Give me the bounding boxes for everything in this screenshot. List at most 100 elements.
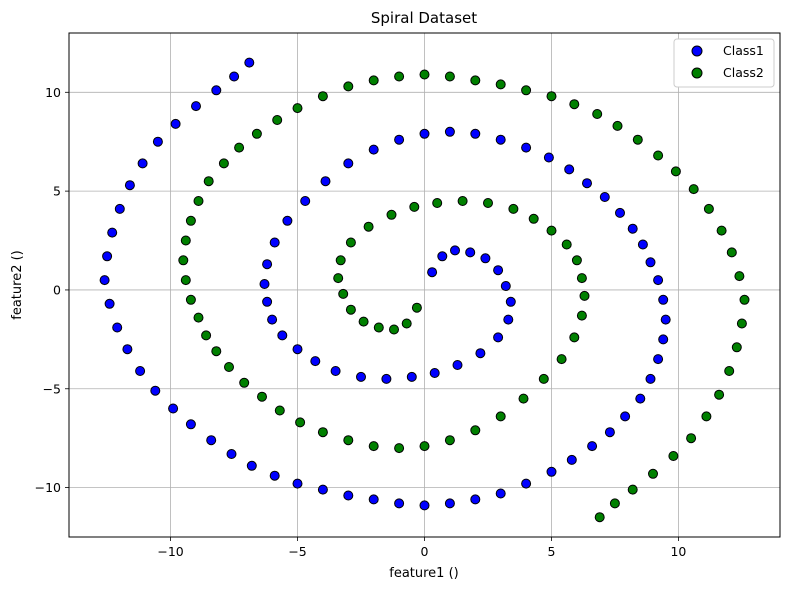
scatter-point-class1 [620,411,631,422]
x-tick-label: −5 [288,544,306,559]
scatter-point-class2 [211,346,222,357]
scatter-point-class2 [739,294,750,305]
scatter-point-class1 [244,57,255,68]
scatter-point-class2 [185,294,196,305]
scatter-point-class1 [191,101,201,112]
scatter-point-class2 [333,273,344,284]
scatter-point-class1 [150,385,161,396]
scatter-point-class1 [211,85,222,96]
scatter-point-class2 [546,225,557,236]
scatter-point-class2 [363,221,374,232]
scatter-point-class2 [483,198,493,208]
scatter-point-class1 [330,366,341,376]
scatter-point-class1 [444,126,455,137]
y-tick-label: −10 [35,480,61,495]
scatter-point-class2 [386,209,397,220]
scatter-point-class1 [320,176,331,187]
scatter-point-class2 [358,316,369,327]
scatter-point-class1 [246,460,257,471]
scatter-point-class2 [561,239,572,250]
scatter-point-class2 [394,443,405,454]
scatter-point-class2 [203,176,214,187]
y-tick-label: 5 [53,184,61,199]
scatter-point-class1 [394,498,405,509]
scatter-point-class2 [180,235,191,246]
scatter-point-class1 [615,207,625,218]
y-tick-label: −5 [43,381,61,396]
x-axis-ticks: −10 −5 0 5 10 [157,537,686,559]
scatter-point-class2 [627,484,638,495]
scatter-point-class1 [546,466,557,477]
scatter-point-class2 [409,201,420,212]
scatter-point-class2 [411,302,422,313]
scatter-point-class2 [317,91,328,102]
scatter-point-class1 [292,344,303,355]
scatter-point-class1 [259,279,270,289]
scatter-point-class1 [406,371,417,382]
scatter-point-class1 [653,354,664,365]
scatter-point-class1 [429,368,440,378]
scatter-point-class1 [645,373,656,384]
scatter-point-class1 [368,494,379,505]
scatter-point-class1 [317,484,328,495]
scatter-point-class1 [137,158,148,169]
scatter-point-class2 [345,304,356,315]
scatter-point-class2 [648,468,658,479]
scatter-point-class2 [734,271,745,282]
scatter-point-class2 [701,411,712,422]
scatter-point-class2 [571,255,582,266]
scatter-point-class2 [546,91,557,102]
scatter-point-class1 [226,449,237,459]
scatter-point-class2 [389,324,399,335]
x-tick-label: −10 [157,544,183,559]
scatter-point-class1 [452,360,463,370]
scatter-point-class2 [432,198,443,208]
scatter-point-class2 [292,103,303,114]
scatter-point-class1 [587,441,598,452]
scatter-point-class1 [112,322,123,333]
scatter-point-class2 [716,225,727,236]
scatter-point-class1 [505,296,516,307]
scatter-point-class2 [335,255,346,266]
scatter-point-class2 [343,81,354,92]
scatter-point-class1 [444,498,455,509]
scatter-point-class2 [556,354,567,365]
scatter-point-class2 [538,373,549,384]
scatter-point-class2 [521,85,532,96]
scatter-point-class2 [343,435,354,446]
scatter-point-class2 [368,441,379,452]
scatter-point-class1 [500,281,511,291]
scatter-point-class1 [645,257,656,268]
scatter-point-class2 [193,312,204,323]
y-axis-label: feature2 () [10,250,25,319]
scatter-point-class2 [470,425,481,436]
scatter-point-class1 [122,344,133,355]
scatter-point-class2 [368,75,379,86]
scatter-point-class2 [714,389,725,400]
scatter-point-class1 [170,118,181,129]
scatter-point-class2 [274,405,285,416]
scatter-point-class1 [470,128,481,139]
scatter-point-class2 [178,255,189,266]
scatter-point-class2 [528,213,539,224]
scatter-point-class2 [688,184,699,195]
scatter-point-class2 [576,310,587,321]
scatter-point-class2 [193,196,204,206]
scatter-point-class1 [262,296,273,307]
scatter-point-class2 [703,203,714,214]
scatter-point-class2 [401,318,412,329]
scatter-point-class1 [658,334,669,345]
scatter-point-class1 [450,245,460,256]
scatter-point-class2 [444,71,455,82]
scatter-point-class2 [686,433,697,444]
scatter-point-class2 [180,275,191,286]
scatter-point-class2 [272,115,283,125]
x-tick-label: 10 [670,544,686,559]
scatter-point-class1 [493,265,504,276]
scatter-point-class1 [658,294,669,305]
scatter-point-class1 [521,142,532,153]
scatter-point-class2 [592,109,603,119]
scatter-point-class1 [437,251,448,262]
scatter-point-class2 [394,71,405,82]
scatter-point-class1 [269,237,280,248]
